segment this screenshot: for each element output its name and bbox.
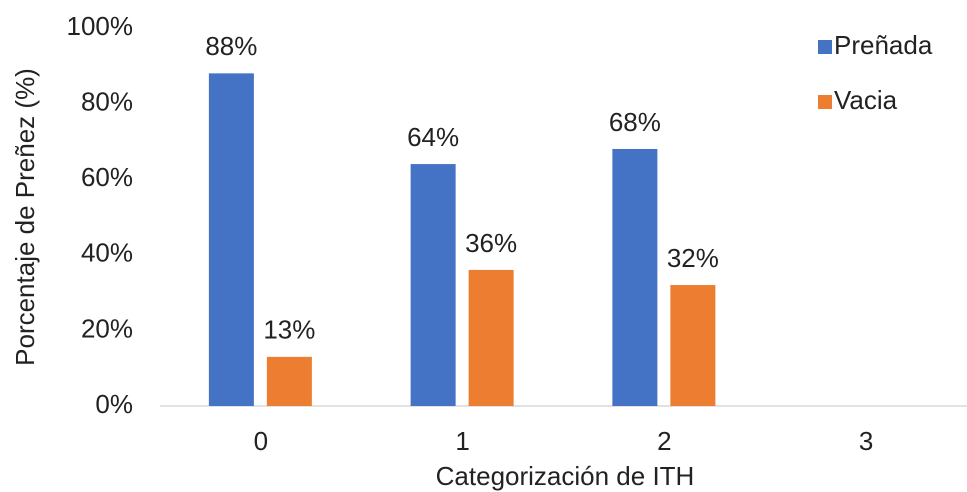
- data-label: 13%: [263, 315, 315, 345]
- bar: [612, 148, 658, 406]
- data-label: 68%: [609, 107, 661, 137]
- x-tick-label: 2: [657, 426, 671, 456]
- bar: [266, 356, 312, 406]
- x-tick-label: 0: [254, 426, 268, 456]
- x-tick-label: 1: [455, 426, 469, 456]
- legend-label: Vacia: [834, 85, 898, 115]
- y-tick-label: 40%: [81, 238, 133, 268]
- bar: [208, 73, 254, 407]
- data-label: 88%: [205, 31, 257, 61]
- x-axis-label: Categorización de ITH: [436, 461, 695, 491]
- y-tick-label: 100%: [67, 11, 134, 41]
- legend-swatch: [818, 40, 832, 54]
- y-axis-label: Porcentaje de Preñez (%): [10, 68, 40, 366]
- data-label: 36%: [465, 228, 517, 258]
- data-label: 32%: [667, 243, 719, 273]
- legend-label: Preñada: [834, 30, 933, 60]
- y-tick-label: 0%: [95, 389, 133, 419]
- bar: [670, 285, 716, 406]
- bar: [468, 269, 514, 406]
- bar: [410, 164, 456, 406]
- x-tick-label: 3: [859, 426, 873, 456]
- data-label: 64%: [407, 122, 459, 152]
- y-tick-label: 80%: [81, 86, 133, 116]
- y-tick-label: 60%: [81, 162, 133, 192]
- legend-swatch: [818, 95, 832, 109]
- y-tick-label: 20%: [81, 313, 133, 343]
